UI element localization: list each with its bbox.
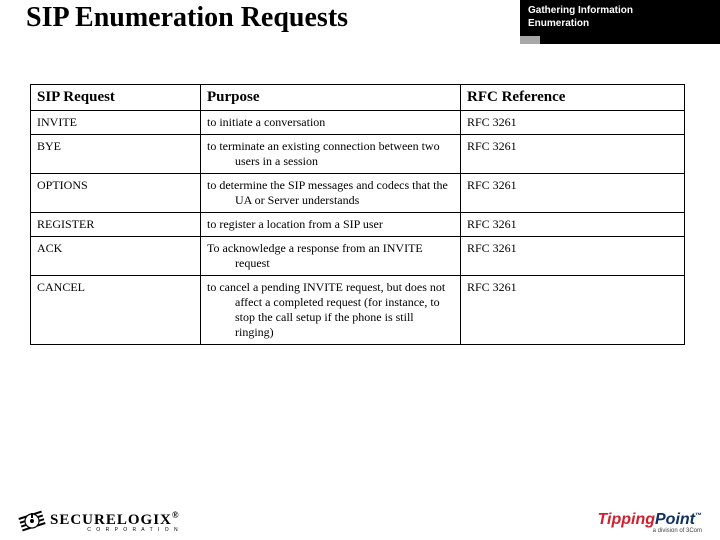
table-row: BYEto terminate an existing connection b… <box>31 135 685 174</box>
table-header-row: SIP Request Purpose RFC Reference <box>31 85 685 111</box>
sip-table-wrap: SIP Request Purpose RFC Reference INVITE… <box>30 84 684 345</box>
page-title: SIP Enumeration Requests <box>26 2 348 34</box>
cell-sip-request: BYE <box>31 135 201 174</box>
tippingpoint-logo: TippingPoint™ a division of 3Com <box>598 511 702 534</box>
table-row: INVITEto initiate a conversationRFC 3261 <box>31 111 685 135</box>
cell-sip-request: INVITE <box>31 111 201 135</box>
cell-sip-request: REGISTER <box>31 213 201 237</box>
cell-rfc: RFC 3261 <box>461 111 685 135</box>
tippingpoint-text: TippingPoint™ <box>598 511 702 529</box>
header-tab: Gathering Information Enumeration <box>520 0 720 36</box>
securelogix-logo: SECURELOGIX® C O R P O R A T I O N <box>18 508 180 534</box>
cell-purpose: to register a location from a SIP user <box>201 213 461 237</box>
col-purpose: Purpose <box>201 85 461 111</box>
table-row: OPTIONSto determine the SIP messages and… <box>31 174 685 213</box>
sip-table: SIP Request Purpose RFC Reference INVITE… <box>30 84 685 345</box>
cell-purpose: to terminate an existing connection betw… <box>201 135 461 174</box>
header-notch <box>520 36 540 44</box>
table-row: CANCELto cancel a pending INVITE request… <box>31 276 685 345</box>
cell-purpose: To acknowledge a response from an INVITE… <box>201 237 461 276</box>
cell-purpose: to initiate a conversation <box>201 111 461 135</box>
header-line2: Enumeration <box>528 17 712 30</box>
cell-rfc: RFC 3261 <box>461 213 685 237</box>
securelogix-text: SECURELOGIX® <box>50 512 180 528</box>
cell-sip-request: CANCEL <box>31 276 201 345</box>
table-row: ACKTo acknowledge a response from an INV… <box>31 237 685 276</box>
cell-purpose: to cancel a pending INVITE request, but … <box>201 276 461 345</box>
header-line1: Gathering Information <box>528 4 712 17</box>
cell-sip-request: OPTIONS <box>31 174 201 213</box>
col-sip-request: SIP Request <box>31 85 201 111</box>
securelogix-icon <box>18 508 46 534</box>
cell-sip-request: ACK <box>31 237 201 276</box>
cell-rfc: RFC 3261 <box>461 276 685 345</box>
table-row: REGISTERto register a location from a SI… <box>31 213 685 237</box>
header-tail <box>540 36 720 44</box>
cell-rfc: RFC 3261 <box>461 135 685 174</box>
footer: SECURELOGIX® C O R P O R A T I O N Tippi… <box>0 494 720 534</box>
cell-rfc: RFC 3261 <box>461 174 685 213</box>
col-rfc: RFC Reference <box>461 85 685 111</box>
cell-rfc: RFC 3261 <box>461 237 685 276</box>
cell-purpose: to determine the SIP messages and codecs… <box>201 174 461 213</box>
